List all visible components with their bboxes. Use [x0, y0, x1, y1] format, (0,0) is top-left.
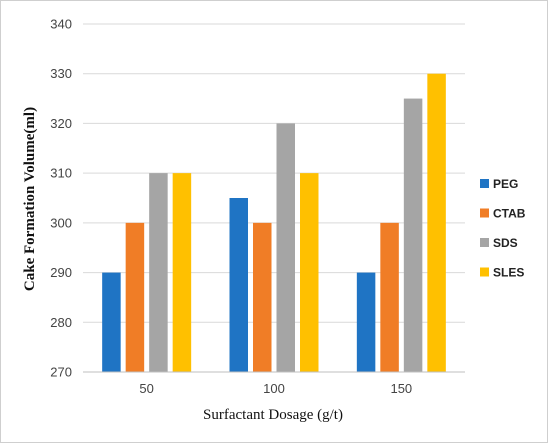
- bar-ctab-100: [253, 222, 272, 372]
- y-tick-label: 310: [50, 166, 72, 181]
- bar-sds-50: [149, 173, 168, 372]
- y-tick-label: 340: [50, 17, 72, 32]
- y-tick-label: 270: [50, 365, 72, 380]
- y-tick-label: 280: [50, 315, 72, 330]
- bars: [102, 73, 446, 373]
- bar-sds-150: [403, 98, 423, 373]
- x-axis-title: Surfactant Dosage (g/t): [203, 407, 343, 423]
- x-tick-label: 150: [390, 381, 412, 396]
- bar-peg-100: [229, 198, 248, 372]
- bar-peg-150: [356, 272, 376, 372]
- x-tick-label: 50: [139, 381, 153, 396]
- y-tick-label: 320: [50, 116, 72, 131]
- legend: PEG CTAB SDS SLES: [480, 177, 526, 280]
- legend-swatch-peg: [480, 179, 489, 188]
- bar-sles-100: [300, 173, 319, 372]
- y-tick-label: 300: [50, 215, 72, 230]
- y-axis-ticks: 270 280 290 300 310 320 330 340: [50, 17, 72, 380]
- grid-lines: [83, 23, 465, 323]
- legend-swatch-sds: [480, 238, 489, 247]
- bar-sds-100: [276, 123, 295, 372]
- bar-ctab-150: [380, 222, 399, 372]
- bar-peg-50: [102, 272, 121, 372]
- bar-sles-150: [427, 73, 446, 372]
- legend-label-sles: SLES: [493, 266, 524, 280]
- x-axis-ticks: 50 100 150: [139, 381, 412, 396]
- y-tick-label: 290: [50, 265, 72, 280]
- legend-label-peg: PEG: [493, 177, 518, 191]
- y-axis-title: Cake Formation Volume(ml): [22, 107, 38, 291]
- legend-label-ctab: CTAB: [493, 207, 526, 221]
- bar-ctab-50: [125, 222, 145, 372]
- x-tick-label: 100: [263, 381, 285, 396]
- legend-swatch-ctab: [480, 208, 489, 218]
- bar-sles-50: [172, 173, 192, 372]
- y-tick-label: 330: [50, 66, 72, 81]
- legend-swatch-sles: [480, 267, 489, 277]
- legend-label-sds: SDS: [493, 236, 518, 250]
